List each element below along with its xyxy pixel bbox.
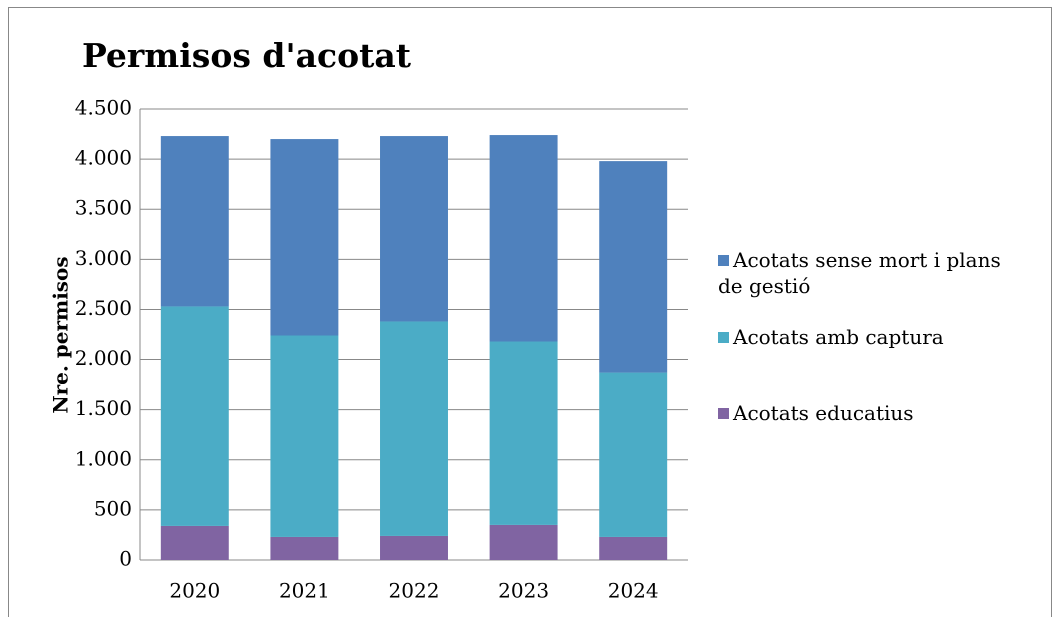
legend-swatch (718, 408, 729, 419)
y-tick-label: 2.000 (75, 346, 132, 370)
bar-segment (270, 335, 339, 537)
y-tick-label: 3.500 (75, 196, 132, 220)
chart-frame (8, 7, 1052, 617)
x-tick-label: 2021 (279, 579, 330, 603)
bar-segment (599, 536, 668, 560)
y-tick-label: 0 (119, 547, 132, 571)
y-tick-label: 1.000 (75, 446, 132, 470)
y-axis-label: Nre. permisos (49, 256, 73, 413)
bar-segment (380, 535, 448, 560)
bar-segment (270, 139, 339, 336)
legend-item: Acotats educatius (718, 400, 1018, 426)
y-tick-label: 4.000 (75, 146, 132, 170)
bar-segment (599, 372, 668, 537)
legend-swatch (718, 332, 729, 343)
bar-segment (380, 321, 448, 536)
bar-segment (160, 136, 229, 307)
legend-item: Acotats sense mort i plans de gestió (718, 247, 1018, 299)
y-tick-label: 2.500 (75, 296, 132, 320)
legend-label: Acotats educatius (733, 401, 914, 425)
legend-swatch (718, 255, 729, 266)
chart-title: Permisos d'acotat (82, 36, 412, 75)
bar-segment (599, 161, 668, 373)
x-tick-label: 2022 (389, 579, 440, 603)
legend-item: Acotats amb captura (718, 324, 1018, 350)
legend-label: Acotats amb captura (733, 325, 944, 349)
bar-segment (489, 524, 558, 560)
y-tick-label: 1.500 (75, 396, 132, 420)
bar-segment (160, 306, 229, 526)
x-tick-label: 2020 (169, 579, 220, 603)
y-tick-label: 3.000 (75, 246, 132, 270)
bar-segment (380, 136, 448, 322)
y-tick-label: 500 (94, 496, 132, 520)
x-tick-label: 2024 (608, 579, 659, 603)
bar-segment (270, 536, 339, 560)
x-tick-label: 2023 (498, 579, 549, 603)
legend-label: Acotats sense mort i plans de gestió (718, 248, 1001, 298)
bar-segment (489, 135, 558, 342)
bar-segment (160, 525, 229, 560)
bar-segment (489, 341, 558, 525)
y-tick-label: 4.500 (75, 96, 132, 120)
